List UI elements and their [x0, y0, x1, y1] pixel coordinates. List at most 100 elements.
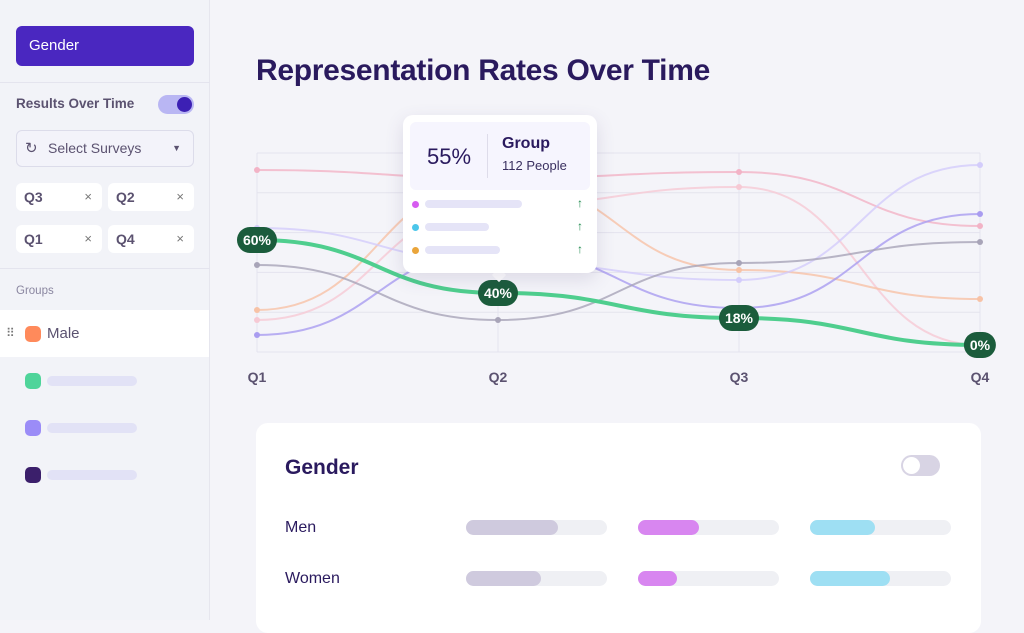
select-surveys-dropdown[interactable]: ↻ Select Surveys ▼	[16, 130, 194, 167]
group-item-placeholder[interactable]	[47, 470, 137, 480]
divider	[0, 268, 210, 269]
color-dot	[412, 201, 419, 208]
placeholder-bar	[425, 200, 522, 208]
series-point	[977, 239, 983, 245]
x-tick-label: Q2	[488, 369, 508, 385]
progress-bar	[638, 571, 779, 586]
data-label: 18%	[718, 305, 760, 331]
tooltip-row: ↑	[412, 196, 588, 210]
progress-fill	[638, 571, 678, 586]
x-tick-label: Q4	[970, 369, 990, 385]
color-dot	[412, 247, 419, 254]
group-color-swatch	[25, 373, 41, 389]
row-label-men: Men	[285, 519, 317, 536]
series-point	[736, 260, 742, 266]
chip-q3: Q3 ×	[16, 183, 102, 211]
progress-fill	[638, 520, 699, 535]
line-chart	[254, 152, 983, 353]
arrow-up-icon: ↑	[577, 242, 583, 256]
series-point	[254, 262, 260, 268]
card-title: Gender	[285, 456, 359, 479]
tooltip-header: 55% Group 112 People	[410, 122, 590, 190]
results-over-time-label: Results Over Time	[16, 96, 135, 111]
caret-down-icon: ▼	[172, 143, 181, 153]
chip-q4: Q4 ×	[108, 225, 194, 253]
group-color-swatch	[25, 467, 41, 483]
tooltip-people: 112 People	[502, 158, 567, 173]
progress-fill	[466, 520, 558, 535]
sidebar: Gender Results Over Time ↻ Select Survey…	[0, 0, 210, 620]
series-point	[254, 167, 260, 173]
drag-handle-icon[interactable]: ⠿	[6, 326, 15, 340]
chip-label: Q3	[24, 189, 43, 205]
series-point	[736, 169, 742, 175]
tooltip-group: Group	[502, 135, 550, 152]
tooltip: 55% Group 112 People ↑ ↑ ↑	[403, 115, 597, 273]
divider	[0, 82, 210, 83]
data-label: 0%	[963, 332, 997, 358]
remove-icon[interactable]: ×	[84, 231, 92, 246]
history-icon: ↻	[25, 140, 38, 157]
group-item-male[interactable]: ⠿ Male	[0, 310, 209, 357]
tooltip-row: ↑	[412, 242, 588, 256]
remove-icon[interactable]: ×	[84, 189, 92, 204]
groups-label: Groups	[16, 285, 54, 297]
series-point	[736, 277, 742, 283]
progress-bar	[810, 571, 951, 586]
series-point	[495, 317, 501, 323]
progress-bar	[466, 571, 607, 586]
results-over-time-toggle[interactable]	[158, 95, 194, 114]
data-label: 40%	[477, 280, 519, 306]
arrow-up-icon: ↑	[577, 196, 583, 210]
chip-label: Q2	[116, 189, 135, 205]
series-point	[254, 317, 260, 323]
series-line	[256, 178, 981, 311]
progress-fill	[810, 520, 875, 535]
remove-icon[interactable]: ×	[176, 231, 184, 246]
data-label: 60%	[236, 227, 278, 253]
placeholder-bar	[425, 246, 500, 254]
tooltip-percent: 55%	[427, 144, 472, 169]
series-line	[256, 213, 981, 336]
x-tick-label: Q1	[247, 369, 267, 385]
series-point	[254, 307, 260, 313]
group-item-placeholder[interactable]	[47, 423, 137, 433]
placeholder-bar	[425, 223, 489, 231]
series-point	[736, 184, 742, 190]
row-label-women: Women	[285, 570, 340, 587]
card-toggle[interactable]	[901, 455, 940, 476]
chip-label: Q1	[24, 231, 43, 247]
series-point	[977, 211, 983, 217]
gender-card: Gender Men Women	[256, 423, 981, 633]
progress-bar	[810, 520, 951, 535]
series-point	[736, 267, 742, 273]
group-color-swatch	[25, 326, 41, 342]
highlighted-series-line	[256, 238, 981, 347]
progress-fill	[466, 571, 541, 586]
group-item-placeholder[interactable]	[47, 376, 137, 386]
series-point	[977, 296, 983, 302]
chip-q2: Q2 ×	[108, 183, 194, 211]
tooltip-row: ↑	[412, 219, 588, 233]
progress-bar	[466, 520, 607, 535]
x-tick-label: Q3	[729, 369, 749, 385]
progress-fill	[810, 571, 891, 586]
category-gender-button[interactable]: Gender	[16, 26, 194, 66]
series-line	[256, 241, 981, 322]
group-color-swatch	[25, 420, 41, 436]
select-surveys-label: Select Surveys	[48, 140, 142, 156]
progress-bar	[638, 520, 779, 535]
series-line	[256, 169, 981, 227]
remove-icon[interactable]: ×	[176, 189, 184, 204]
group-label: Male	[47, 325, 80, 342]
divider	[487, 134, 488, 178]
series-point	[977, 223, 983, 229]
color-dot	[412, 224, 419, 231]
arrow-up-icon: ↑	[577, 219, 583, 233]
chip-q1: Q1 ×	[16, 225, 102, 253]
series-point	[254, 332, 260, 338]
series-line	[256, 164, 981, 282]
series-point	[977, 162, 983, 168]
page-title: Representation Rates Over Time	[256, 54, 710, 87]
chip-label: Q4	[116, 231, 135, 247]
